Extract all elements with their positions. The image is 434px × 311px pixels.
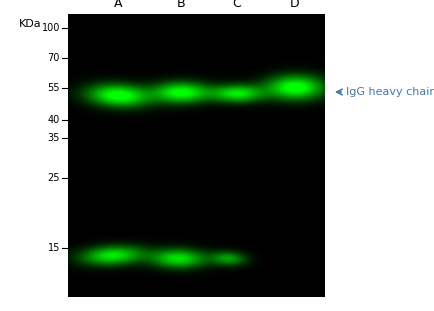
Text: 25: 25 [47,173,60,183]
Text: C: C [233,0,241,10]
Text: D: D [290,0,300,10]
Text: 40: 40 [48,115,60,125]
Text: A: A [114,0,122,10]
Text: B: B [177,0,185,10]
Text: 70: 70 [48,53,60,63]
Text: 100: 100 [42,23,60,33]
Text: 35: 35 [48,133,60,143]
Text: 55: 55 [47,83,60,93]
Text: 15: 15 [48,243,60,253]
Text: KDa: KDa [19,19,41,29]
Text: IgG heavy chain: IgG heavy chain [346,87,434,97]
